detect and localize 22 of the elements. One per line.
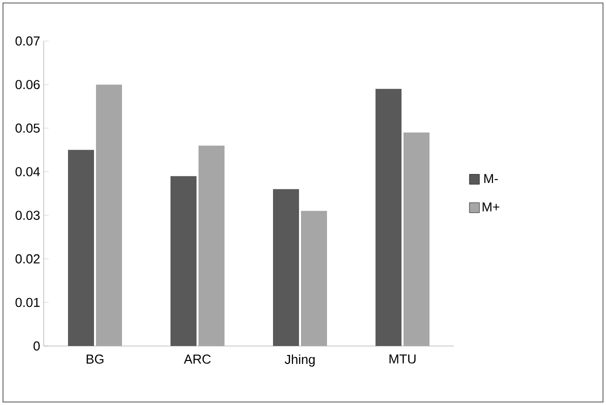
- legend-label: M+: [482, 202, 500, 212]
- x-tick-label: BG: [86, 354, 104, 364]
- x-tick-label: ARC: [184, 354, 211, 364]
- y-tick-label: 0.04: [16, 167, 40, 176]
- bar: [96, 84, 122, 346]
- y-tick-label: 0.01: [16, 298, 40, 308]
- legend-label: M-: [484, 174, 498, 184]
- y-tick-label: 0.05: [16, 124, 40, 133]
- bar: [404, 132, 430, 346]
- y-tick-label: 0.02: [16, 254, 40, 264]
- x-tick-label: Jhing: [284, 354, 315, 367]
- bar: [301, 210, 328, 346]
- bar: [198, 146, 225, 346]
- bar: [376, 88, 402, 346]
- bar: [68, 150, 94, 346]
- y-tick-label: 0.03: [16, 210, 40, 220]
- bar: [273, 189, 300, 346]
- bar: [170, 176, 197, 346]
- y-tick-label: 0.06: [16, 80, 40, 90]
- y-tick-label: 0.07: [16, 36, 40, 46]
- y-tick-label: 0: [34, 341, 40, 351]
- x-tick-label: MTU: [390, 354, 416, 364]
